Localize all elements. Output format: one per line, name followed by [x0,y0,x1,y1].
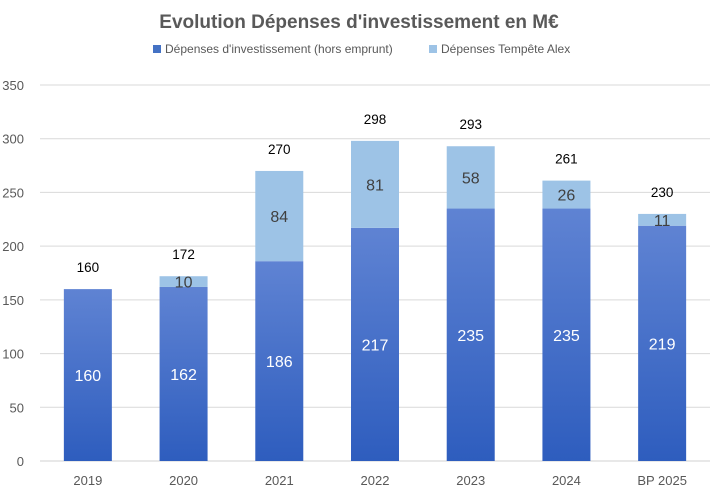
data-label-total: 261 [555,152,578,167]
chart-title: Evolution Dépenses d'investissement en M… [159,12,559,33]
bar-base-2024 [542,208,591,461]
x-tick-label: 2021 [265,473,294,488]
data-label-storm: 10 [175,275,193,292]
data-label-storm: 26 [558,188,576,205]
data-label-storm: 58 [462,170,480,187]
bar-base-BP 2025 [638,225,687,461]
data-label-total: 160 [77,260,100,275]
data-label-base: 160 [75,368,102,385]
legend: Dépenses d'investissement (hors emprunt)… [153,42,570,56]
data-label-storm: 81 [366,177,384,194]
x-tick-label: BP 2025 [637,473,687,488]
data-label-total: 172 [172,247,195,262]
bar-base-2019 [63,289,112,461]
y-tick-label: 350 [2,78,24,93]
x-tick-label: 2024 [552,473,581,488]
x-tick-label: 2019 [73,473,102,488]
data-label-base: 186 [266,354,293,371]
bar-storm-2023 [446,146,495,209]
bar-storm-2021 [255,170,304,262]
data-label-base: 235 [457,328,484,345]
legend-label-series-2: Dépenses Tempête Alex [441,42,570,56]
bar-storm-BP 2025 [638,213,687,226]
y-tick-label: 50 [10,400,24,415]
data-label-base: 162 [170,367,197,384]
data-label-total: 230 [651,185,674,200]
data-label-storm: 84 [270,209,288,226]
data-label-storm: 11 [654,213,671,230]
y-tick-label: 200 [2,239,24,254]
bar-base-2021 [255,261,304,461]
bar-storm-2022 [351,140,399,228]
data-label-total: 298 [364,112,387,127]
y-tick-label: 250 [2,185,24,200]
y-tick-label: 0 [17,454,24,469]
x-tick-label: 2022 [361,473,390,488]
y-tick-label: 100 [2,347,24,362]
bar-storm-2024 [542,180,591,209]
bar-base-2023 [446,208,495,461]
y-tick-label: 150 [2,293,24,308]
legend-swatch-series-1 [153,45,161,53]
data-label-total: 270 [268,142,291,157]
data-label-base: 235 [553,328,580,345]
bar-base-2020 [159,286,208,461]
x-tick-label: 2023 [456,473,485,488]
data-label-base: 217 [362,337,389,354]
bar-storm-2020 [159,276,208,287]
x-tick-label: 2020 [169,473,198,488]
y-tick-label: 300 [2,132,24,147]
bar-base-2022 [351,227,399,461]
legend-label-series-1: Dépenses d'investissement (hors emprunt) [165,42,393,56]
data-label-base: 219 [649,336,676,353]
legend-swatch-series-2 [429,45,437,53]
data-label-total: 293 [459,117,482,132]
